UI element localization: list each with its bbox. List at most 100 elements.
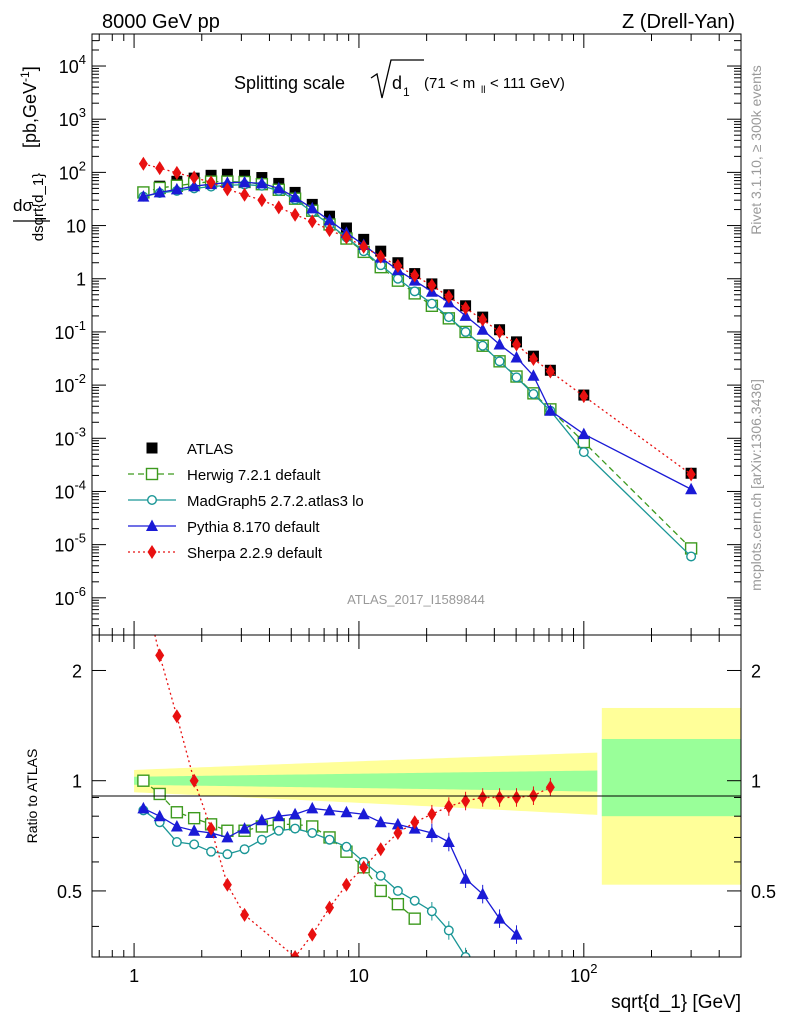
legend-item: Herwig 7.2.1 default bbox=[128, 467, 321, 484]
ratio-point bbox=[410, 815, 420, 830]
ratio-point bbox=[510, 928, 523, 940]
ratio-point bbox=[273, 825, 284, 836]
data-point bbox=[221, 176, 234, 188]
data-point bbox=[493, 338, 506, 350]
ratio-point bbox=[476, 887, 489, 900]
ratio-point bbox=[425, 826, 438, 838]
ratio-point bbox=[170, 806, 184, 819]
ratio-point bbox=[341, 877, 351, 892]
ratio-y-tick-label-right: 0.5 bbox=[751, 882, 776, 902]
legend-marker bbox=[146, 519, 158, 531]
data-point bbox=[409, 286, 420, 297]
y-label-numerator: dσ bbox=[13, 196, 33, 215]
data-point bbox=[393, 258, 403, 273]
data-point bbox=[188, 179, 201, 192]
ratio-point bbox=[495, 790, 505, 805]
ratio-point bbox=[189, 839, 200, 850]
ratio-point bbox=[374, 815, 387, 828]
data-point bbox=[238, 175, 251, 188]
data-point bbox=[221, 168, 233, 180]
ratio-y-tick-label-right: 1 bbox=[751, 772, 761, 792]
ratio-point bbox=[391, 817, 404, 830]
data-point bbox=[459, 309, 472, 321]
data-point bbox=[444, 289, 454, 304]
data-point bbox=[240, 187, 250, 202]
data-point bbox=[686, 467, 696, 482]
ratio-point bbox=[307, 827, 318, 838]
data-point bbox=[460, 326, 471, 337]
main-panel: 10-6 10-5 10-4 10-3 10-2 10-1 1 10 102 103 104 Spl… bbox=[54, 33, 742, 957]
ratio-y-tick-label: 2 bbox=[72, 661, 82, 681]
data-point bbox=[359, 239, 369, 254]
legend-label: MadGraph5 2.7.2.atlas3 lo bbox=[187, 493, 364, 510]
ratio-y-tick-label-right: 2 bbox=[751, 661, 761, 681]
y-tick-label: 102 bbox=[59, 158, 86, 183]
ratio-point bbox=[172, 709, 182, 724]
legend-item: MadGraph5 2.7.2.atlas3 lo bbox=[128, 493, 364, 510]
ratio-point bbox=[512, 790, 522, 805]
sqrt-symbol bbox=[370, 59, 424, 99]
data-point bbox=[477, 340, 488, 351]
legend-label: Pythia 8.170 default bbox=[187, 519, 320, 536]
ratio-point bbox=[478, 790, 488, 805]
ratio-point bbox=[341, 841, 352, 852]
legend-label: Herwig 7.2.1 default bbox=[187, 467, 321, 484]
ratio-point bbox=[443, 925, 454, 936]
data-point bbox=[527, 369, 540, 381]
data-point bbox=[578, 447, 589, 458]
ratio-panel: 0.5 0.5 1 1 2 2 1 10 102 bbox=[57, 579, 776, 986]
uncertainty-band-inner-lastbin bbox=[601, 738, 741, 817]
data-point bbox=[153, 185, 166, 198]
ratio-point bbox=[137, 774, 150, 787]
ratio-point bbox=[206, 821, 216, 836]
data-point bbox=[289, 190, 302, 203]
data-point bbox=[137, 190, 150, 202]
data-point bbox=[686, 551, 697, 562]
data-point bbox=[545, 364, 555, 379]
data-point bbox=[495, 324, 505, 339]
ratio-point bbox=[323, 803, 336, 816]
data-point bbox=[579, 389, 589, 404]
data-point bbox=[323, 213, 336, 226]
ratio-point bbox=[478, 973, 487, 982]
svg-text:Splitting scale: Splitting scale bbox=[234, 73, 345, 93]
data-point bbox=[512, 337, 522, 352]
ratio-point bbox=[188, 824, 201, 836]
x-tick-label: 1 bbox=[129, 966, 139, 986]
svg-text:1: 1 bbox=[403, 85, 410, 99]
ratio-point bbox=[221, 830, 234, 843]
ratio-point bbox=[187, 811, 201, 825]
data-point bbox=[172, 165, 182, 180]
ratio-point bbox=[426, 906, 437, 917]
data-point bbox=[544, 404, 557, 416]
data-point bbox=[307, 214, 317, 229]
ratio-point bbox=[324, 834, 335, 845]
ratio-pythia bbox=[137, 801, 523, 944]
ratio-point bbox=[290, 950, 300, 957]
rivet-version: Rivet 3.1.10, ≥ 300k events bbox=[748, 65, 764, 235]
ratio-point bbox=[206, 846, 217, 857]
data-point bbox=[306, 201, 319, 214]
ratio-point bbox=[139, 579, 148, 593]
data-point bbox=[510, 351, 523, 363]
data-point bbox=[341, 230, 351, 245]
y-tick-label: 10-5 bbox=[54, 531, 86, 556]
legend-marker bbox=[145, 467, 159, 481]
x-tick-label: 102 bbox=[570, 961, 597, 986]
ratio-point bbox=[189, 773, 199, 788]
data-point bbox=[170, 182, 183, 195]
ratio-point bbox=[256, 834, 267, 845]
ratio-point bbox=[493, 912, 506, 924]
ratio-point bbox=[376, 842, 386, 857]
data-point bbox=[461, 301, 471, 316]
ratio-y-tick-label: 0.5 bbox=[57, 882, 82, 902]
ratio-point bbox=[545, 780, 555, 795]
legend-marker bbox=[146, 495, 157, 506]
ratio-madgraph5 bbox=[138, 805, 487, 982]
data-point bbox=[528, 389, 539, 400]
data-point bbox=[155, 161, 165, 176]
ratio-point bbox=[340, 805, 353, 818]
ratio-point bbox=[272, 809, 285, 822]
ratio-point bbox=[306, 801, 319, 814]
